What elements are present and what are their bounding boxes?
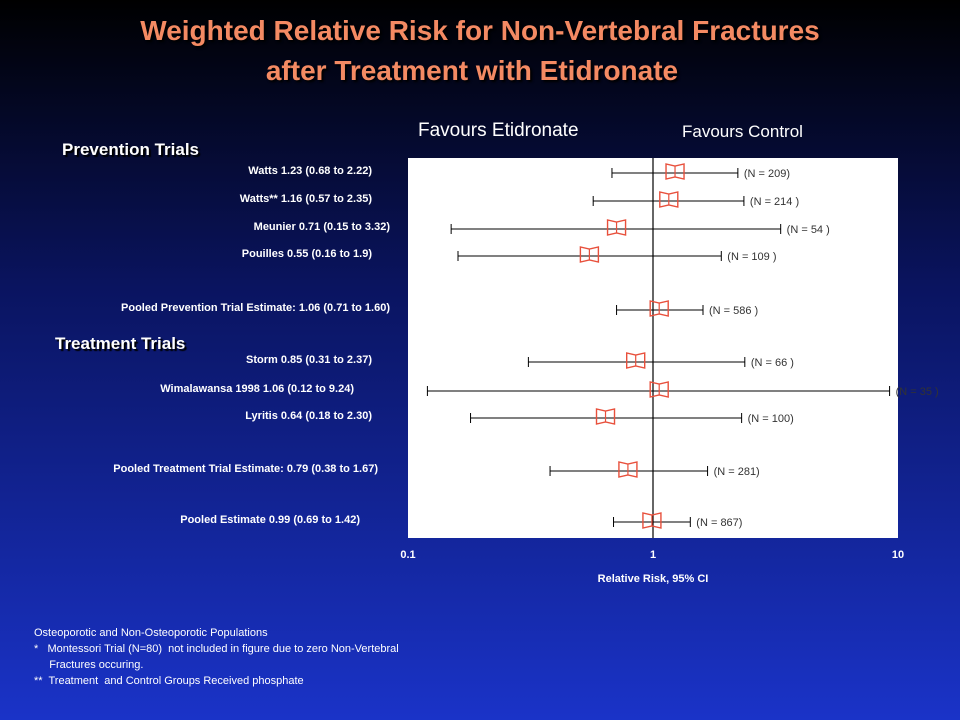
study-label: Pooled Prevention Trial Estimate: 1.06 (… xyxy=(121,302,390,314)
x-axis-label: Relative Risk, 95% CI xyxy=(598,573,709,585)
sample-size-label: (N = 100) xyxy=(748,413,794,425)
section-treatment-trials: Treatment Trials xyxy=(55,334,186,353)
point-estimate-marker xyxy=(595,408,616,425)
sample-size-label: (N = 66 ) xyxy=(751,357,794,369)
study-label: Pooled Treatment Trial Estimate: 0.79 (0… xyxy=(113,463,378,475)
chart-title-line-2: after Treatment with Etidronate xyxy=(265,55,679,86)
point-estimate-marker xyxy=(618,461,638,478)
point-estimate-marker xyxy=(642,512,662,529)
x-tick-label: 1 xyxy=(650,549,656,561)
sample-size-label: (N = 35 ) xyxy=(896,386,939,398)
chart-title-line-1: Weighted Relative Risk for Non-Vertebral… xyxy=(140,15,820,46)
x-tick-label: 0.1 xyxy=(400,549,415,561)
point-estimate-marker xyxy=(579,246,600,263)
point-estimate-marker xyxy=(626,352,646,369)
study-label: Meunier 0.71 (0.15 to 3.32) xyxy=(253,221,390,233)
sample-size-label: (N = 281) xyxy=(714,466,760,478)
footnote-montessori: * Montessori Trial (N=80) not included i… xyxy=(34,643,399,655)
sample-size-label: (N = 214 ) xyxy=(750,196,799,208)
section-prevention-trials: Prevention Trials xyxy=(62,140,199,159)
point-estimate-marker xyxy=(649,300,669,317)
point-estimate-marker xyxy=(665,163,685,180)
sample-size-label: (N = 867) xyxy=(696,517,742,529)
footnote-montessori-cont: Fractures occuring. xyxy=(34,659,144,671)
study-label: Lyritis 0.64 (0.18 to 2.30) xyxy=(245,410,372,422)
x-tick-label: 10 xyxy=(892,549,904,561)
sample-size-label: (N = 109 ) xyxy=(727,251,776,263)
favours-etidronate-label: Favours Etidronate xyxy=(418,120,579,141)
sample-size-label: (N = 209) xyxy=(744,168,790,180)
study-label: Pooled Estimate 0.99 (0.69 to 1.42) xyxy=(180,514,360,526)
sample-size-label: (N = 54 ) xyxy=(787,224,830,236)
study-label: Watts 1.23 (0.68 to 2.22) xyxy=(248,165,372,177)
study-label: Pouilles 0.55 (0.16 to 1.9) xyxy=(241,248,372,260)
point-estimate-marker xyxy=(659,191,679,208)
favours-control-label: Favours Control xyxy=(682,122,803,141)
point-estimate-marker xyxy=(649,381,669,398)
study-label: Watts** 1.16 (0.57 to 2.35) xyxy=(239,193,372,205)
point-estimate-marker xyxy=(606,219,627,236)
sample-size-label: (N = 586 ) xyxy=(709,305,758,317)
footnote-phosphate: ** Treatment and Control Groups Received… xyxy=(34,675,304,687)
study-label: Wimalawansa 1998 1.06 (0.12 to 9.24) xyxy=(160,383,354,395)
footnote-populations: Osteoporotic and Non-Osteoporotic Popula… xyxy=(34,627,268,639)
study-label: Storm 0.85 (0.31 to 2.37) xyxy=(246,354,372,366)
